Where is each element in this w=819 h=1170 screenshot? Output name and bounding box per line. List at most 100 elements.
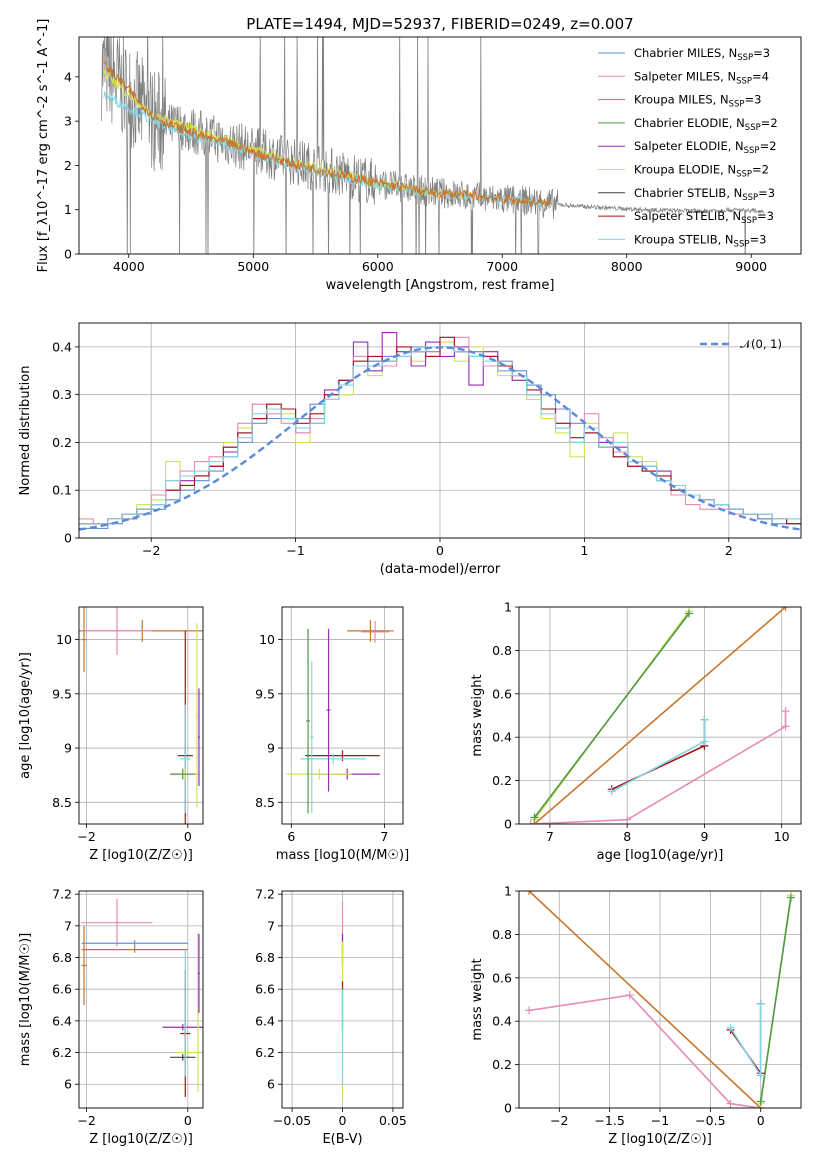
axes-frame (281, 606, 404, 825)
x-tick-label: −0.05 (273, 1113, 311, 1128)
y-tick-label: 1 (64, 202, 72, 217)
plot-area (79, 607, 203, 824)
plot-area (81, 898, 203, 1097)
y-tick-label: 10 (56, 632, 72, 647)
weight-line (530, 711, 787, 824)
panel-age-vs-Z: −2 0 8.5 9 9.5 10 Z [log10(Z/Z☉)] age [log10(ag… (18, 606, 204, 863)
x-tick-label: −2 (77, 829, 95, 844)
legend-label: 𝒩(0, 1) (740, 337, 782, 351)
weight-marker (786, 893, 795, 902)
y-tick-label: 8.5 (255, 795, 275, 810)
y-axis-label: Normed distribution (18, 366, 33, 496)
axes-frame (78, 606, 204, 825)
weight-marker (525, 1006, 534, 1015)
x-tick-label: −1 (286, 543, 304, 558)
weight-marker (700, 737, 709, 746)
y-tick-label: 2 (64, 158, 72, 173)
weight-marker (781, 607, 790, 611)
model-spectrum-line (103, 70, 478, 202)
weight-line (533, 607, 787, 824)
legend-label: Salpeter MILES, NSSP=4 (634, 69, 769, 86)
axes-frame (78, 36, 802, 255)
model-spectrum-line (103, 61, 553, 209)
x-axis-label: wavelength [Angstrom, rest frame] (326, 278, 555, 293)
y-tick-label: 6.8 (52, 950, 72, 965)
axes-frame (78, 890, 204, 1109)
weight-marker (756, 1097, 765, 1106)
x-axis-label: Z [log10(Z/Z☉)] (89, 848, 193, 863)
y-tick-label: 3 (64, 114, 72, 129)
weight-marker (781, 722, 790, 731)
x-tick-label: 4000 (113, 259, 145, 274)
x-tick-label: −1.5 (594, 1113, 624, 1128)
y-tick-label: 6.8 (255, 950, 275, 965)
x-axis-label: mass [log10(M/M☉)] (276, 848, 409, 863)
x-tick-label: 7 (546, 829, 554, 844)
weight-marker (756, 1071, 765, 1080)
axes-frame (518, 606, 802, 825)
y-tick-label: 0 (64, 531, 72, 546)
x-tick-label: −2 (77, 1113, 95, 1128)
y-tick-label: 9 (267, 741, 275, 756)
plot-area (525, 891, 795, 1108)
y-tick-label: 0.3 (52, 387, 72, 402)
weight-line (528, 994, 761, 1108)
x-tick-label: 0.05 (379, 1113, 407, 1128)
x-tick-label: 8000 (611, 259, 643, 274)
y-tick-label: 0.1 (52, 483, 72, 498)
y-tick-label: 0.2 (52, 435, 72, 450)
x-tick-label: 0 (184, 829, 192, 844)
x-tick-label: 2 (725, 543, 733, 558)
weight-marker (684, 609, 693, 618)
legend-label: Salpeter STELIB, NSSP=3 (634, 209, 774, 226)
y-tick-label: 1 (504, 600, 512, 615)
weight-line (528, 891, 762, 1108)
y-tick-label: 0.6 (492, 970, 512, 985)
y-tick-label: 0.8 (492, 643, 512, 658)
x-axis-label: Z [log10(Z/Z☉)] (89, 1132, 193, 1147)
x-tick-label: 6 (287, 829, 295, 844)
x-tick-label: 8 (623, 829, 631, 844)
panel-spectrum: 4000 5000 6000 7000 8000 9000 0 1 2 3 4 wavelength … (36, 19, 802, 293)
normal-curve (79, 346, 801, 531)
y-tick-label: 0.2 (492, 1057, 512, 1072)
y-tick-label: 1 (504, 884, 512, 899)
weight-marker (756, 999, 765, 1008)
x-tick-label: −2 (550, 1113, 568, 1128)
y-tick-label: 0.4 (492, 1014, 512, 1029)
y-axis-label: age [log10(age/yr)] (18, 652, 33, 779)
legend-label: Kroupa MILES, NSSP=3 (634, 93, 761, 110)
plot-area (79, 332, 801, 531)
y-tick-label: 0.6 (492, 686, 512, 701)
y-tick-label: 6.6 (52, 982, 72, 997)
panel-weight-vs-Z: −2 −1.5 −1 −0.5 0 0 0.2 0.4 0.6 0.8 1 Z [log10(Z/Z☉… (470, 884, 802, 1147)
panel-mass-vs-Z: −2 0 6 6.2 6.4 6.6 6.8 7 7.2 Z [log10(Z/Z☉)] mass … (18, 887, 204, 1147)
figure-title: PLATE=1494, MJD=52937, FIBERID=0249, z=0… (246, 15, 633, 33)
y-tick-label: 6.2 (255, 1045, 275, 1060)
y-tick-label: 4 (64, 69, 72, 84)
y-tick-label: 0.4 (52, 339, 72, 354)
y-tick-label: 8.5 (52, 795, 72, 810)
weight-marker (726, 1023, 735, 1032)
y-tick-label: 0.4 (492, 730, 512, 745)
x-tick-label: 1 (580, 543, 588, 558)
weight-marker (525, 891, 534, 895)
x-tick-label: 7 (380, 829, 388, 844)
x-axis-label: (data-model)/error (380, 562, 501, 577)
legend-label: Kroupa ELODIE, NSSP=2 (634, 163, 769, 180)
y-tick-label: 6.6 (255, 982, 275, 997)
x-axis-label: age [log10(age/yr)] (597, 848, 724, 863)
legend-label: Chabrier MILES, NSSP=3 (634, 46, 770, 63)
weight-marker (781, 707, 790, 716)
panel-residuals: −2 −1 0 1 2 0 0.1 0.2 0.3 0.4 (data-model)/error No… (18, 322, 802, 577)
y-tick-label: 6.4 (52, 1013, 72, 1028)
y-tick-label: 0.2 (492, 773, 512, 788)
y-tick-label: 9.5 (52, 686, 72, 701)
y-tick-label: 0 (64, 247, 72, 262)
weight-marker (700, 715, 709, 724)
x-tick-label: −2 (142, 543, 160, 558)
panel-mass-vs-EBV: −0.05 0 0.05 6 6.2 6.4 6.6 6.8 7 7.2 E(B-V) (255, 887, 407, 1147)
observed-spectrum (101, 37, 764, 254)
x-tick-label: 9 (700, 829, 708, 844)
